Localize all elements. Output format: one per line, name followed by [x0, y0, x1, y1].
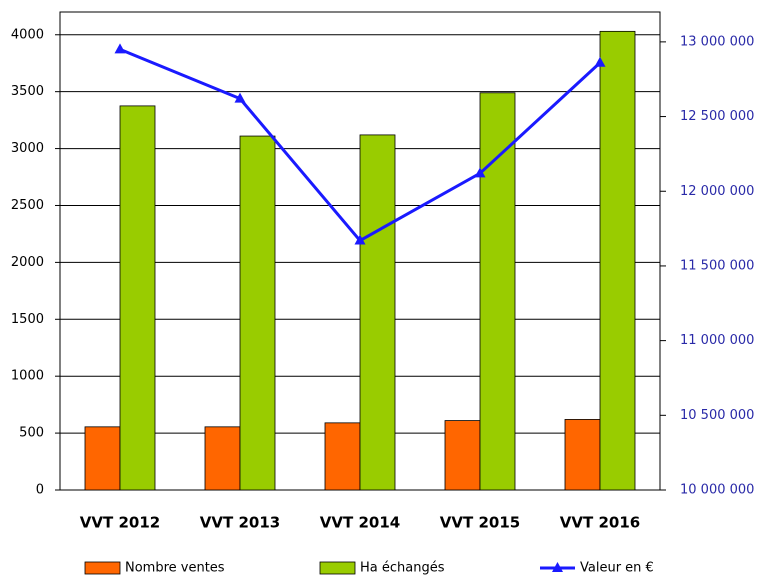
y2-tick-label: 13 000 000	[680, 34, 754, 49]
bar	[84, 426, 121, 491]
y2-tick-label: 11 500 000	[680, 258, 754, 273]
y2-tick-label: 10 500 000	[680, 408, 754, 423]
bar	[564, 419, 601, 491]
y-tick-label: 4000	[11, 27, 44, 42]
x-tick-label: VVT 2013	[200, 514, 280, 532]
y2-tick-label: 10 000 000	[680, 483, 754, 498]
y-tick-label: 2000	[11, 255, 44, 270]
marker	[594, 56, 606, 67]
bar	[479, 92, 516, 491]
bar	[239, 135, 276, 491]
legend-marker	[552, 562, 563, 572]
y-tick-label: 0	[36, 483, 44, 498]
bar	[204, 426, 241, 491]
marker	[354, 234, 366, 245]
y-tick-label: 3500	[11, 84, 44, 99]
bar	[444, 420, 481, 491]
y2-tick-label: 12 500 000	[680, 109, 754, 124]
bar	[599, 30, 636, 491]
bar	[119, 105, 156, 491]
y-tick-label: 1500	[11, 312, 44, 327]
y-tick-label: 500	[19, 426, 44, 441]
legend-label: Nombre ventes	[125, 561, 225, 575]
bar	[324, 422, 361, 491]
legend-label: Ha échangés	[360, 561, 445, 575]
y-tick-label: 1000	[11, 369, 44, 384]
x-tick-label: VVT 2016	[560, 514, 640, 532]
legend-label: Valeur en €	[580, 561, 654, 575]
y2-tick-label: 11 000 000	[680, 333, 754, 348]
x-tick-label: VVT 2014	[320, 514, 400, 532]
legend-swatch	[319, 561, 356, 575]
marker	[234, 92, 246, 103]
x-tick-label: VVT 2012	[80, 514, 160, 532]
y-tick-label: 2500	[11, 198, 44, 213]
bar	[359, 134, 396, 491]
x-tick-label: VVT 2015	[440, 514, 520, 532]
legend-swatch	[84, 561, 121, 575]
y-tick-label: 3000	[11, 141, 44, 156]
marker	[114, 43, 126, 54]
marker	[474, 167, 486, 178]
y2-tick-label: 12 000 000	[680, 184, 754, 199]
